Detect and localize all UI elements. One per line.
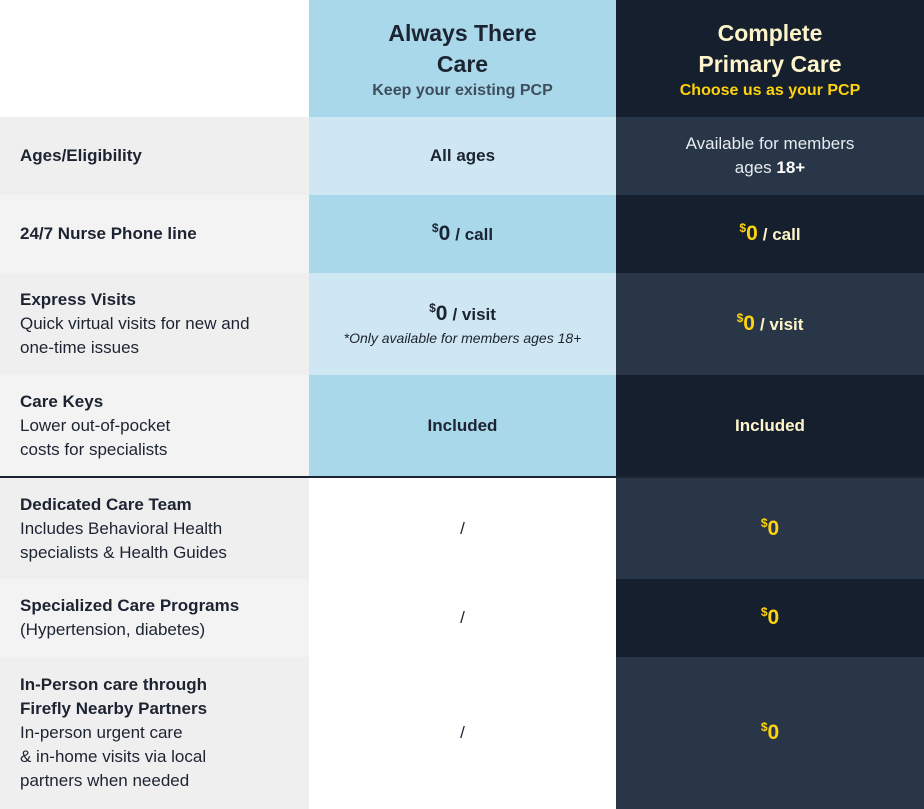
table-row-specialized-programs: Specialized Care Programs (Hypertension,… — [0, 579, 924, 657]
complete-care-value: $0 — [616, 579, 924, 657]
price-value: $0/ visit — [736, 311, 804, 335]
complete-care-value: $0/ call — [616, 195, 924, 273]
plan-title: Care — [436, 51, 489, 77]
value-text: Available for members — [685, 134, 855, 153]
row-label: Ages/Eligibility — [20, 146, 142, 165]
price-value: $0/ visit — [429, 301, 496, 325]
row-label: Firefly Nearby Partners — [20, 699, 208, 718]
value-text: All ages — [429, 146, 496, 165]
table-row-express-visits: Express Visits Quick virtual visits for … — [0, 273, 924, 375]
price-value: $0 — [760, 720, 780, 744]
row-description: partners when needed — [20, 771, 190, 790]
always-there-value: $0/ call — [309, 195, 616, 273]
header-empty-cell — [0, 0, 309, 117]
not-included-mark: / — [460, 723, 465, 742]
header-complete-primary-care: Complete Primary Care Choose us as your … — [616, 0, 924, 117]
complete-care-value: Available for members ages 18+ — [616, 117, 924, 195]
row-label-cell: Ages/Eligibility — [0, 117, 309, 195]
value-text: ages 18+ — [734, 158, 806, 177]
table-row-nurse-line: 24/7 Nurse Phone line $0/ call $0/ call — [0, 195, 924, 273]
plan-subtitle: Keep your existing PCP — [372, 82, 553, 99]
always-there-value: / — [309, 478, 616, 579]
row-description: Includes Behavioral Health — [20, 518, 223, 538]
complete-care-value: $0 — [616, 478, 924, 579]
not-included-mark: / — [460, 518, 465, 538]
row-label-cell: Specialized Care Programs (Hypertension,… — [0, 579, 309, 657]
row-description: & in-home visits via local — [20, 747, 207, 766]
table-row-care-keys: Care Keys Lower out-of-pocket costs for … — [0, 375, 924, 476]
row-description: In-person urgent care — [20, 723, 183, 742]
plan-title: Primary Care — [698, 51, 842, 77]
table-row-in-person-care: In-Person care through Firefly Nearby Pa… — [0, 657, 924, 809]
row-label: Dedicated Care Team — [20, 494, 192, 514]
row-label: Care Keys — [20, 391, 104, 411]
price-value: $0/ call — [431, 221, 494, 245]
row-label-cell: In-Person care through Firefly Nearby Pa… — [0, 657, 309, 809]
price-value: $0 — [760, 605, 780, 629]
row-label-cell: 24/7 Nurse Phone line — [0, 195, 309, 273]
price-value: $0/ call — [739, 221, 801, 245]
section-divider — [0, 476, 924, 478]
always-there-value: / — [309, 657, 616, 809]
value-text: Included — [427, 415, 498, 435]
always-there-value: $0/ visit *Only available for members ag… — [309, 273, 616, 375]
row-description: Quick virtual visits for new and — [20, 314, 250, 333]
row-description: costs for specialists — [20, 439, 168, 459]
always-there-value: / — [309, 579, 616, 657]
plan-subtitle: Choose us as your PCP — [679, 82, 861, 99]
row-label: Express Visits — [20, 290, 136, 309]
table-row-care-team: Dedicated Care Team Includes Behavioral … — [0, 478, 924, 579]
row-label: Specialized Care Programs — [20, 596, 240, 615]
complete-care-value: $0 — [616, 657, 924, 809]
row-label-cell: Dedicated Care Team Includes Behavioral … — [0, 478, 309, 579]
row-description: Lower out-of-pocket — [20, 415, 171, 435]
row-description: one-time issues — [20, 338, 140, 357]
row-description: specialists & Health Guides — [20, 542, 227, 562]
complete-care-value: Included — [616, 375, 924, 476]
always-there-value: All ages — [309, 117, 616, 195]
row-description: (Hypertension, diabetes) — [20, 620, 206, 639]
header-row: Always There Care Keep your existing PCP… — [0, 0, 924, 117]
not-included-mark: / — [460, 608, 465, 627]
row-label-cell: Express Visits Quick virtual visits for … — [0, 273, 309, 375]
complete-care-value: $0/ visit — [616, 273, 924, 375]
row-label: 24/7 Nurse Phone line — [20, 224, 197, 243]
row-label-cell: Care Keys Lower out-of-pocket costs for … — [0, 375, 309, 476]
footnote: *Only available for members ages 18+ — [343, 330, 582, 346]
plan-title: Complete — [717, 20, 823, 46]
row-label: In-Person care through — [20, 675, 208, 694]
always-there-value: Included — [309, 375, 616, 476]
price-value: $0 — [760, 515, 780, 540]
header-always-there-care: Always There Care Keep your existing PCP — [309, 0, 616, 117]
value-text: Included — [735, 415, 805, 435]
table-row-ages: Ages/Eligibility All ages Available for … — [0, 117, 924, 195]
plan-title: Always There — [388, 20, 537, 46]
